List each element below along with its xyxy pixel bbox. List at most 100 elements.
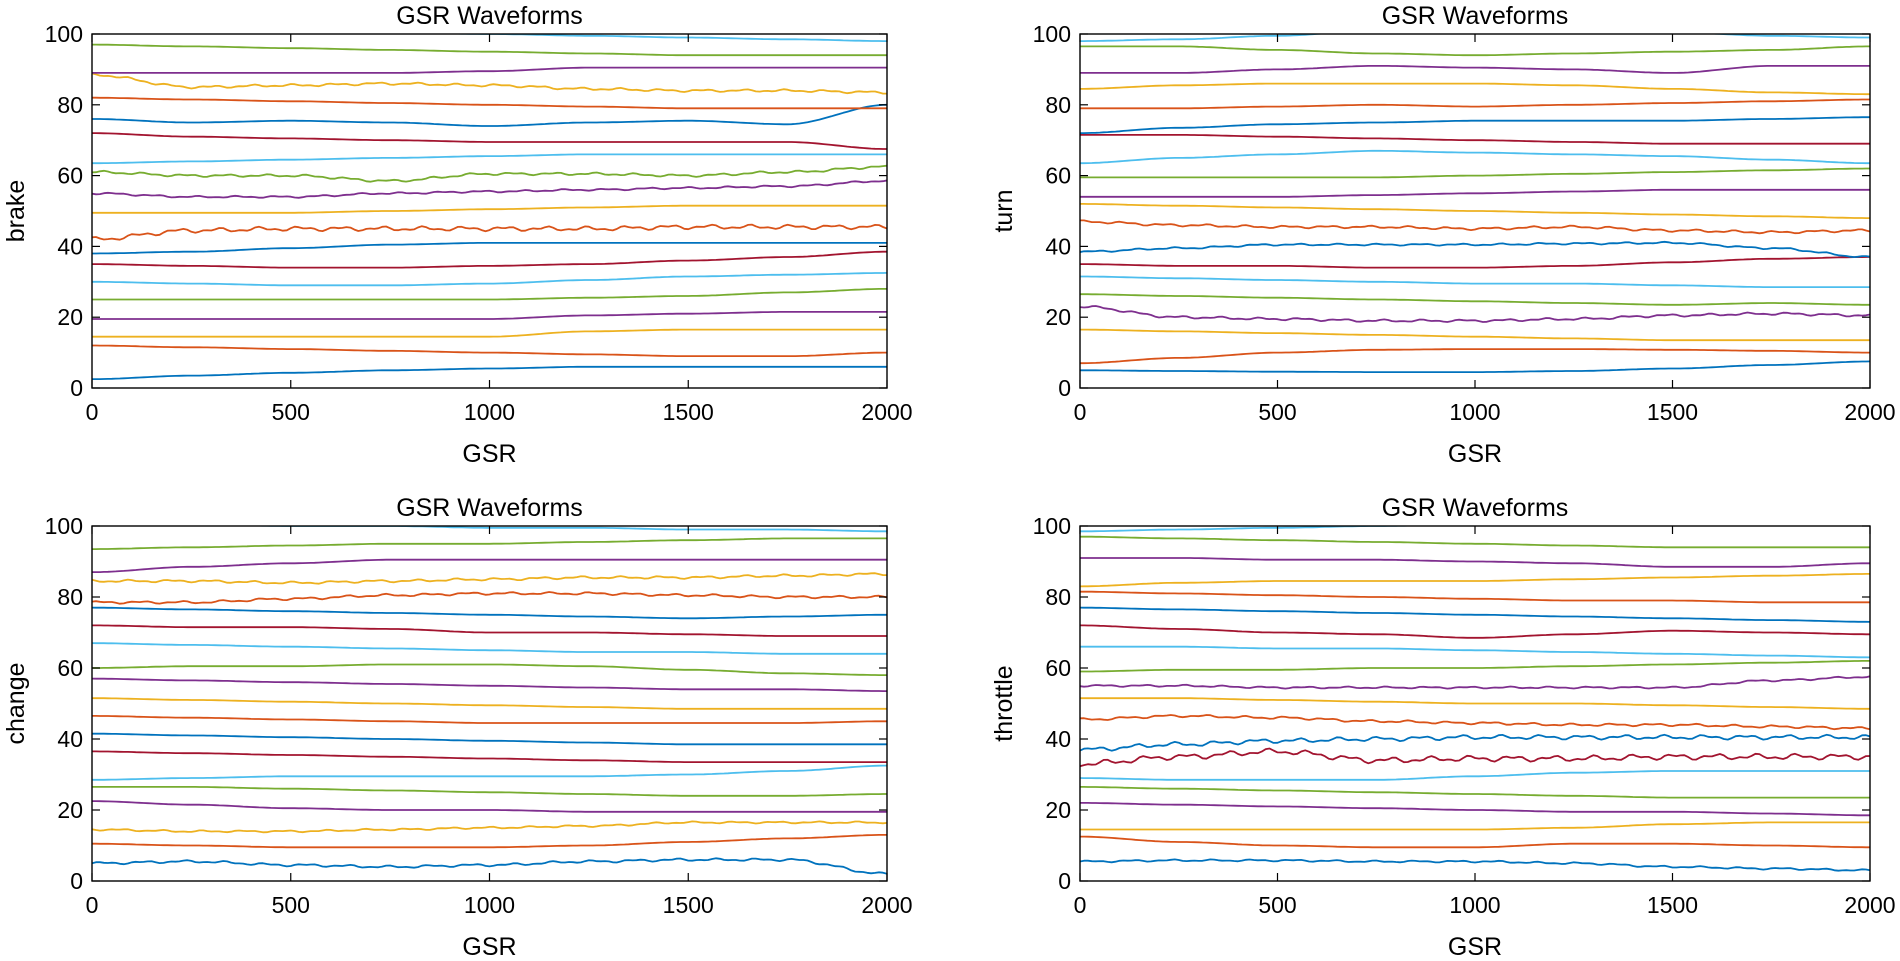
y-tick-label: 100	[1033, 513, 1071, 539]
y-axis-label: turn	[990, 189, 1018, 232]
series-group	[1080, 526, 1870, 872]
y-tick-label: 0	[1058, 868, 1071, 894]
series-line-12	[92, 663, 887, 676]
y-tick-label: 60	[1045, 655, 1071, 681]
series-line-4	[1080, 305, 1870, 323]
series-line-4	[1080, 802, 1870, 817]
chart-title: GSR Waveforms	[1382, 494, 1569, 522]
x-tick-label: 2000	[861, 399, 912, 425]
series-line-2	[1080, 348, 1870, 365]
series-line-18	[1080, 65, 1870, 74]
series-line-6	[1080, 770, 1870, 781]
series-line-16	[1080, 98, 1870, 110]
series-line-20	[437, 34, 887, 42]
y-tick-label: 80	[57, 584, 83, 610]
x-tick-label: 0	[86, 892, 99, 918]
series-line-4	[92, 800, 887, 813]
series-line-19	[1080, 45, 1870, 57]
series-line-6	[92, 764, 887, 781]
series-line-18	[92, 66, 887, 74]
series-group	[92, 526, 887, 875]
y-tick-label: 100	[1033, 21, 1071, 47]
series-line-10	[92, 204, 887, 214]
series-line-13	[92, 153, 887, 165]
x-tick-label: 1000	[464, 399, 515, 425]
series-line-7	[1080, 256, 1870, 269]
y-tick-label: 40	[57, 726, 83, 752]
series-line-15	[1080, 606, 1870, 623]
y-tick-label: 40	[1045, 726, 1071, 752]
series-line-18	[1080, 557, 1870, 568]
series-line-14	[92, 132, 887, 150]
series-line-8	[92, 732, 887, 746]
y-tick-label: 80	[1045, 584, 1071, 610]
series-line-5	[92, 288, 887, 301]
x-tick-label: 1500	[663, 892, 714, 918]
x-tick-label: 2000	[861, 892, 912, 918]
x-tick-label: 500	[272, 892, 310, 918]
series-line-17	[1080, 573, 1870, 588]
y-tick-label: 100	[45, 21, 83, 47]
series-line-15	[92, 606, 887, 620]
y-tick-label: 20	[1045, 304, 1071, 330]
series-line-18	[92, 558, 887, 573]
series-line-15	[92, 103, 887, 127]
x-tick-label: 500	[1258, 399, 1296, 425]
series-line-9	[1080, 714, 1870, 731]
series-line-12	[92, 164, 887, 183]
x-tick-label: 1000	[1449, 892, 1500, 918]
y-axis-label: throttle	[990, 665, 1018, 741]
x-tick-label: 1000	[1449, 399, 1500, 425]
x-axis-label: GSR	[462, 440, 516, 468]
series-line-20	[1080, 34, 1870, 42]
series-line-13	[1080, 149, 1870, 165]
chart-panel-turn: 0 500 1000 1500 2000 0 20 40 60 80 100 GSR Waveform…	[990, 2, 1896, 468]
series-line-3	[92, 328, 887, 338]
series-line-1	[1080, 360, 1870, 373]
series-line-3	[1080, 821, 1870, 831]
x-tick-label: 0	[1074, 399, 1087, 425]
series-line-1	[1080, 858, 1870, 872]
series-line-8	[1080, 240, 1870, 258]
chart-panel-throttle: 0 500 1000 1500 2000 0 20 40 60 80 100 GSR Waveform…	[990, 494, 1896, 961]
x-tick-label: 2000	[1844, 399, 1895, 425]
y-tick-label: 20	[57, 304, 83, 330]
series-line-13	[92, 642, 887, 655]
series-line-11	[92, 179, 887, 199]
chart-title: GSR Waveforms	[396, 494, 583, 522]
y-tick-label: 80	[1045, 92, 1071, 118]
series-line-1	[92, 365, 887, 380]
x-tick-label: 0	[1074, 892, 1087, 918]
series-line-8	[92, 242, 887, 255]
series-line-5	[1080, 293, 1870, 306]
series-line-7	[92, 250, 887, 269]
x-axis-label: GSR	[1448, 933, 1502, 961]
x-tick-label: 0	[86, 399, 99, 425]
series-line-9	[1080, 219, 1870, 235]
series-line-14	[1080, 134, 1870, 145]
series-line-17	[92, 72, 887, 95]
x-tick-label: 500	[1258, 892, 1296, 918]
x-tick-label: 2000	[1844, 892, 1895, 918]
series-line-19	[1080, 535, 1870, 549]
x-tick-label: 1500	[1647, 399, 1698, 425]
y-tick-label: 100	[45, 513, 83, 539]
series-line-10	[92, 697, 887, 710]
x-tick-label: 500	[272, 399, 310, 425]
series-line-5	[1080, 786, 1870, 799]
chart-title: GSR Waveforms	[396, 2, 583, 30]
y-tick-label: 40	[57, 233, 83, 259]
x-axis-label: GSR	[462, 933, 516, 961]
series-line-3	[1080, 328, 1870, 342]
y-tick-label: 80	[57, 92, 83, 118]
series-line-1	[92, 857, 887, 875]
series-group	[1080, 34, 1870, 373]
series-line-7	[1080, 747, 1870, 768]
series-line-4	[92, 311, 887, 320]
series-line-11	[1080, 188, 1870, 198]
series-line-13	[1080, 645, 1870, 659]
series-line-14	[1080, 624, 1870, 639]
series-group	[92, 34, 887, 380]
y-tick-label: 0	[70, 375, 83, 401]
